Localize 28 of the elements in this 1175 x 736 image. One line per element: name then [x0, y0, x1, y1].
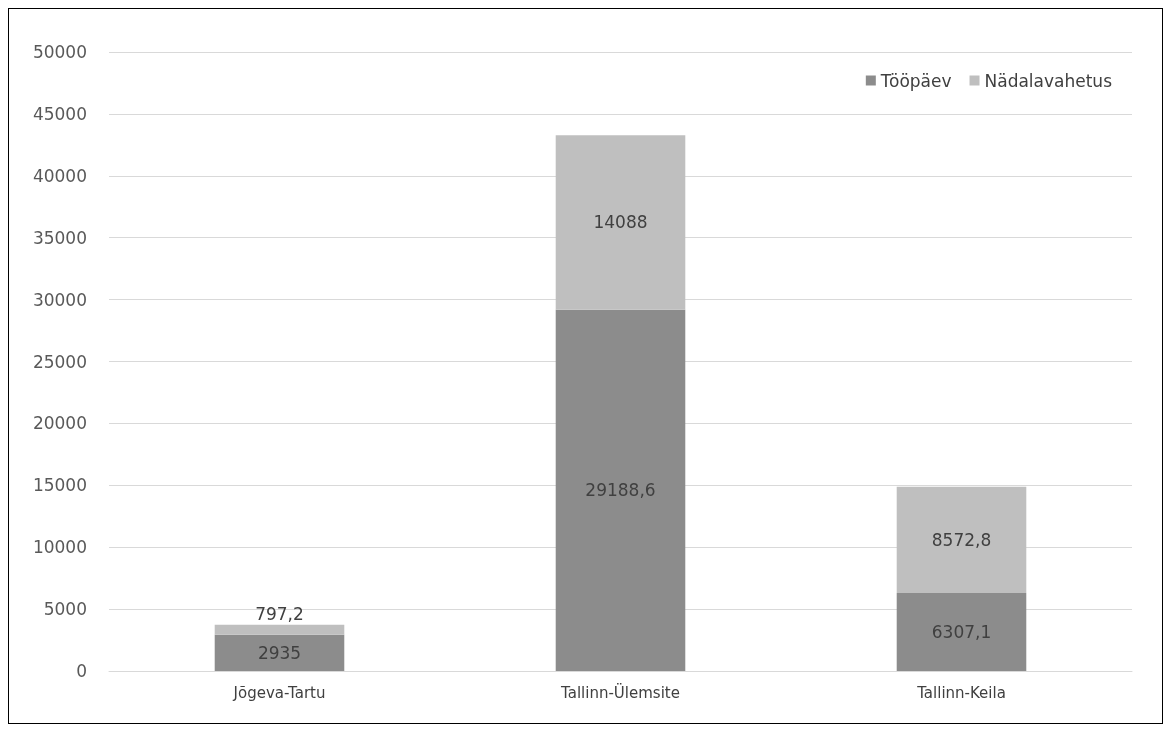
bar	[896, 486, 1027, 593]
data-label: 6307,1	[931, 621, 992, 642]
data-label: 29188,6	[585, 480, 656, 501]
y-tick-label: 25000	[32, 351, 87, 372]
x-tick-label: Tallinn-Keila	[916, 683, 1006, 702]
y-tick-label: 15000	[32, 475, 87, 496]
bar	[214, 634, 345, 671]
data-label: 14088	[593, 212, 648, 233]
y-tick-label: 35000	[32, 227, 87, 248]
y-tick-label: 5000	[43, 599, 87, 620]
bar	[214, 624, 345, 635]
legend-label: Tööpäev	[879, 70, 952, 91]
y-tick-label: 0	[76, 661, 87, 681]
data-label: 797,2	[255, 604, 304, 625]
data-label: 8572,8	[931, 529, 992, 550]
bar	[555, 309, 686, 671]
y-tick-label: 40000	[32, 165, 87, 186]
y-tick-label: 45000	[32, 103, 87, 124]
legend-label: Nädalavahetus	[984, 70, 1113, 91]
y-tick-label: 10000	[32, 537, 87, 558]
y-tick-label: 30000	[32, 289, 87, 310]
y-tick-label: 50000	[32, 42, 87, 62]
x-tick-label: Tallinn-Ülemsite	[560, 682, 680, 702]
data-label: 2935	[257, 642, 302, 663]
y-tick-label: 20000	[32, 413, 87, 434]
bar	[555, 135, 686, 310]
bar	[896, 592, 1027, 671]
x-tick-label: Jõgeva-Tartu	[232, 683, 326, 702]
